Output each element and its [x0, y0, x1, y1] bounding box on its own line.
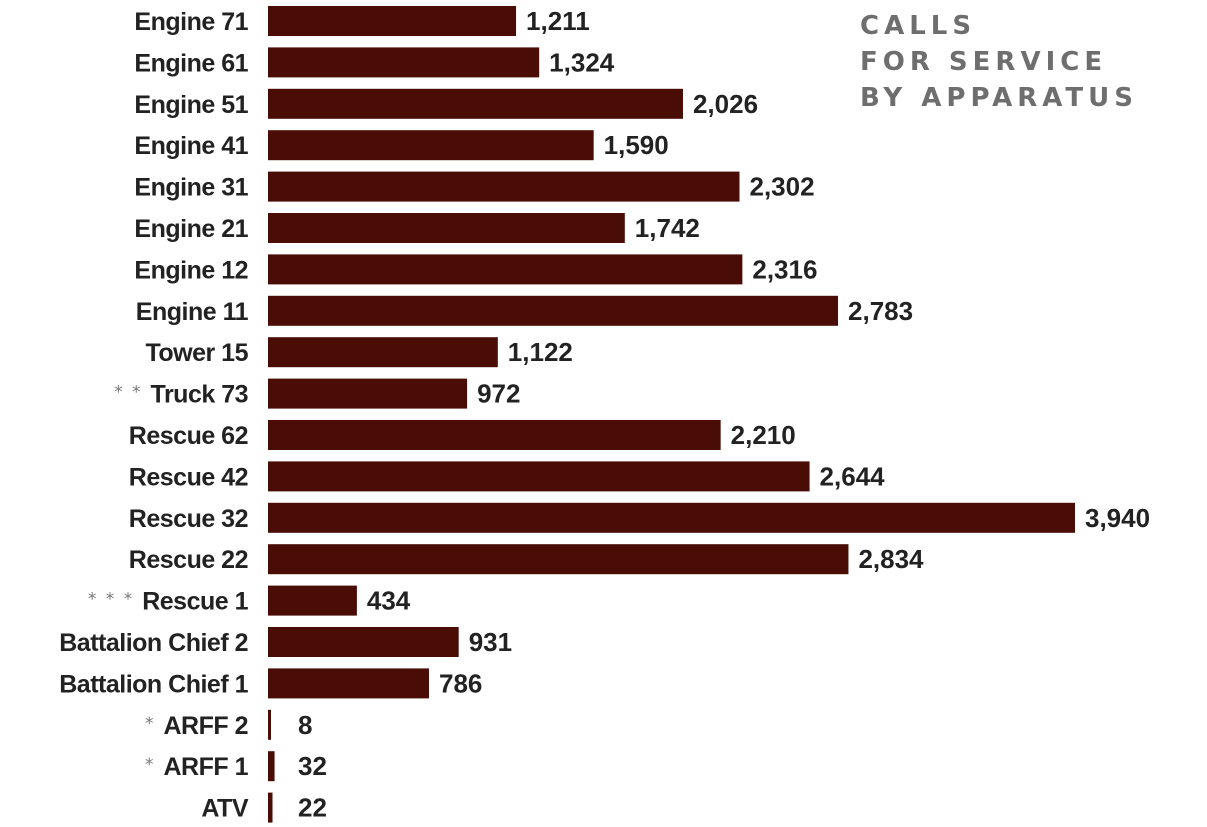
category-label: Engine 41	[134, 132, 248, 160]
bar	[268, 337, 498, 368]
category-label: ATV	[201, 795, 248, 823]
bar	[268, 751, 275, 782]
value-label: 1,122	[508, 337, 573, 367]
bar-row: ARFF 2 * 8	[145, 709, 312, 740]
value-label: 1,324	[549, 47, 615, 77]
bar-row: Engine 51 2,026	[134, 88, 758, 119]
category-label: Battalion Chief 2	[59, 629, 248, 657]
bar-row: Engine 21 1,742	[134, 213, 700, 243]
value-label: 786	[439, 668, 482, 698]
category-label: Rescue 32	[129, 505, 248, 533]
category-label: Battalion Chief 1	[59, 670, 248, 698]
value-label: 1,590	[604, 130, 669, 160]
footnote-marker: *	[145, 755, 156, 775]
bar-row: Battalion Chief 2 931	[59, 627, 512, 657]
bar	[268, 461, 810, 492]
bar	[268, 295, 839, 326]
bar	[268, 668, 429, 699]
bar	[268, 585, 357, 616]
category-label: Tower 15	[145, 339, 248, 367]
bar-row: Engine 12 2,316	[134, 254, 817, 285]
value-label: 434	[367, 586, 411, 616]
value-label: 2,783	[848, 296, 913, 326]
category-label: Engine 51	[134, 91, 248, 119]
value-label: 8	[298, 710, 312, 740]
value-label: 22	[298, 793, 327, 823]
category-label: ARFF 1	[164, 753, 249, 781]
value-label: 2,834	[858, 544, 924, 574]
bar	[268, 6, 517, 36]
bar	[268, 171, 740, 202]
value-label: 931	[469, 627, 512, 657]
bar-row: Engine 61 1,324	[134, 47, 615, 78]
category-label: Truck 73	[151, 381, 248, 409]
bar	[268, 709, 271, 740]
bar-row: ATV 22	[201, 792, 327, 823]
category-label: Engine 61	[134, 49, 248, 77]
bar	[268, 47, 540, 78]
value-label: 2,644	[820, 461, 886, 491]
bar-row: Tower 15 1,122	[145, 337, 573, 368]
bar	[268, 254, 743, 285]
category-label: Engine 71	[134, 8, 248, 36]
bar-row: Rescue 62 2,210	[129, 420, 796, 450]
value-label: 2,316	[752, 254, 817, 284]
bar-row: Rescue 22 2,834	[129, 544, 924, 575]
footnote-marker: * * *	[88, 590, 134, 610]
category-label: ARFF 2	[164, 712, 249, 740]
chart-title-line: BY APPARATUS	[860, 83, 1138, 113]
category-label: Rescue 62	[129, 422, 248, 450]
bar	[268, 544, 849, 575]
value-label: 2,302	[750, 172, 815, 202]
category-label: Rescue 42	[129, 463, 248, 491]
bar-row: Rescue 32 3,940	[129, 502, 1150, 533]
bar	[268, 420, 721, 450]
value-label: 972	[477, 379, 520, 409]
bar	[268, 378, 468, 409]
value-label: 2,210	[731, 420, 796, 450]
value-label: 1,211	[526, 6, 590, 36]
bar-row: Engine 71 1,211	[134, 6, 590, 36]
chart-title: CALLS FOR SERVICE BY APPARATUS	[860, 8, 1138, 116]
bar-row: Engine 41 1,590	[134, 130, 669, 161]
category-label: Engine 11	[136, 298, 249, 326]
chart-title-line: CALLS	[860, 11, 977, 41]
category-label: Engine 31	[134, 174, 248, 202]
category-label: Engine 12	[134, 256, 248, 284]
bar-row: ARFF 1 * 32	[145, 751, 327, 782]
bar	[268, 502, 1075, 533]
bar	[268, 627, 459, 657]
bar	[268, 88, 683, 119]
bar-row: Rescue 42 2,644	[129, 461, 886, 492]
bar	[268, 130, 594, 161]
chart-title-line: FOR SERVICE	[860, 47, 1108, 77]
footnote-marker: *	[145, 714, 156, 734]
bar-row: Truck 73 * * 972	[114, 378, 520, 409]
bar-row: Engine 11 2,783	[136, 295, 913, 326]
bar-row: Engine 31 2,302	[134, 171, 815, 202]
bar	[268, 213, 625, 243]
category-label: Rescue 1	[142, 588, 248, 616]
value-label: 1,742	[635, 213, 700, 243]
bar-row: Rescue 1 * * * 434	[88, 585, 411, 616]
bar-row: Battalion Chief 1 786	[59, 668, 482, 699]
footnote-marker: * *	[114, 383, 142, 403]
value-label: 32	[298, 751, 327, 781]
value-label: 2,026	[693, 89, 758, 119]
category-label: Engine 21	[134, 215, 248, 243]
value-label: 3,940	[1085, 503, 1150, 533]
bar	[268, 792, 273, 823]
category-label: Rescue 22	[129, 546, 248, 574]
